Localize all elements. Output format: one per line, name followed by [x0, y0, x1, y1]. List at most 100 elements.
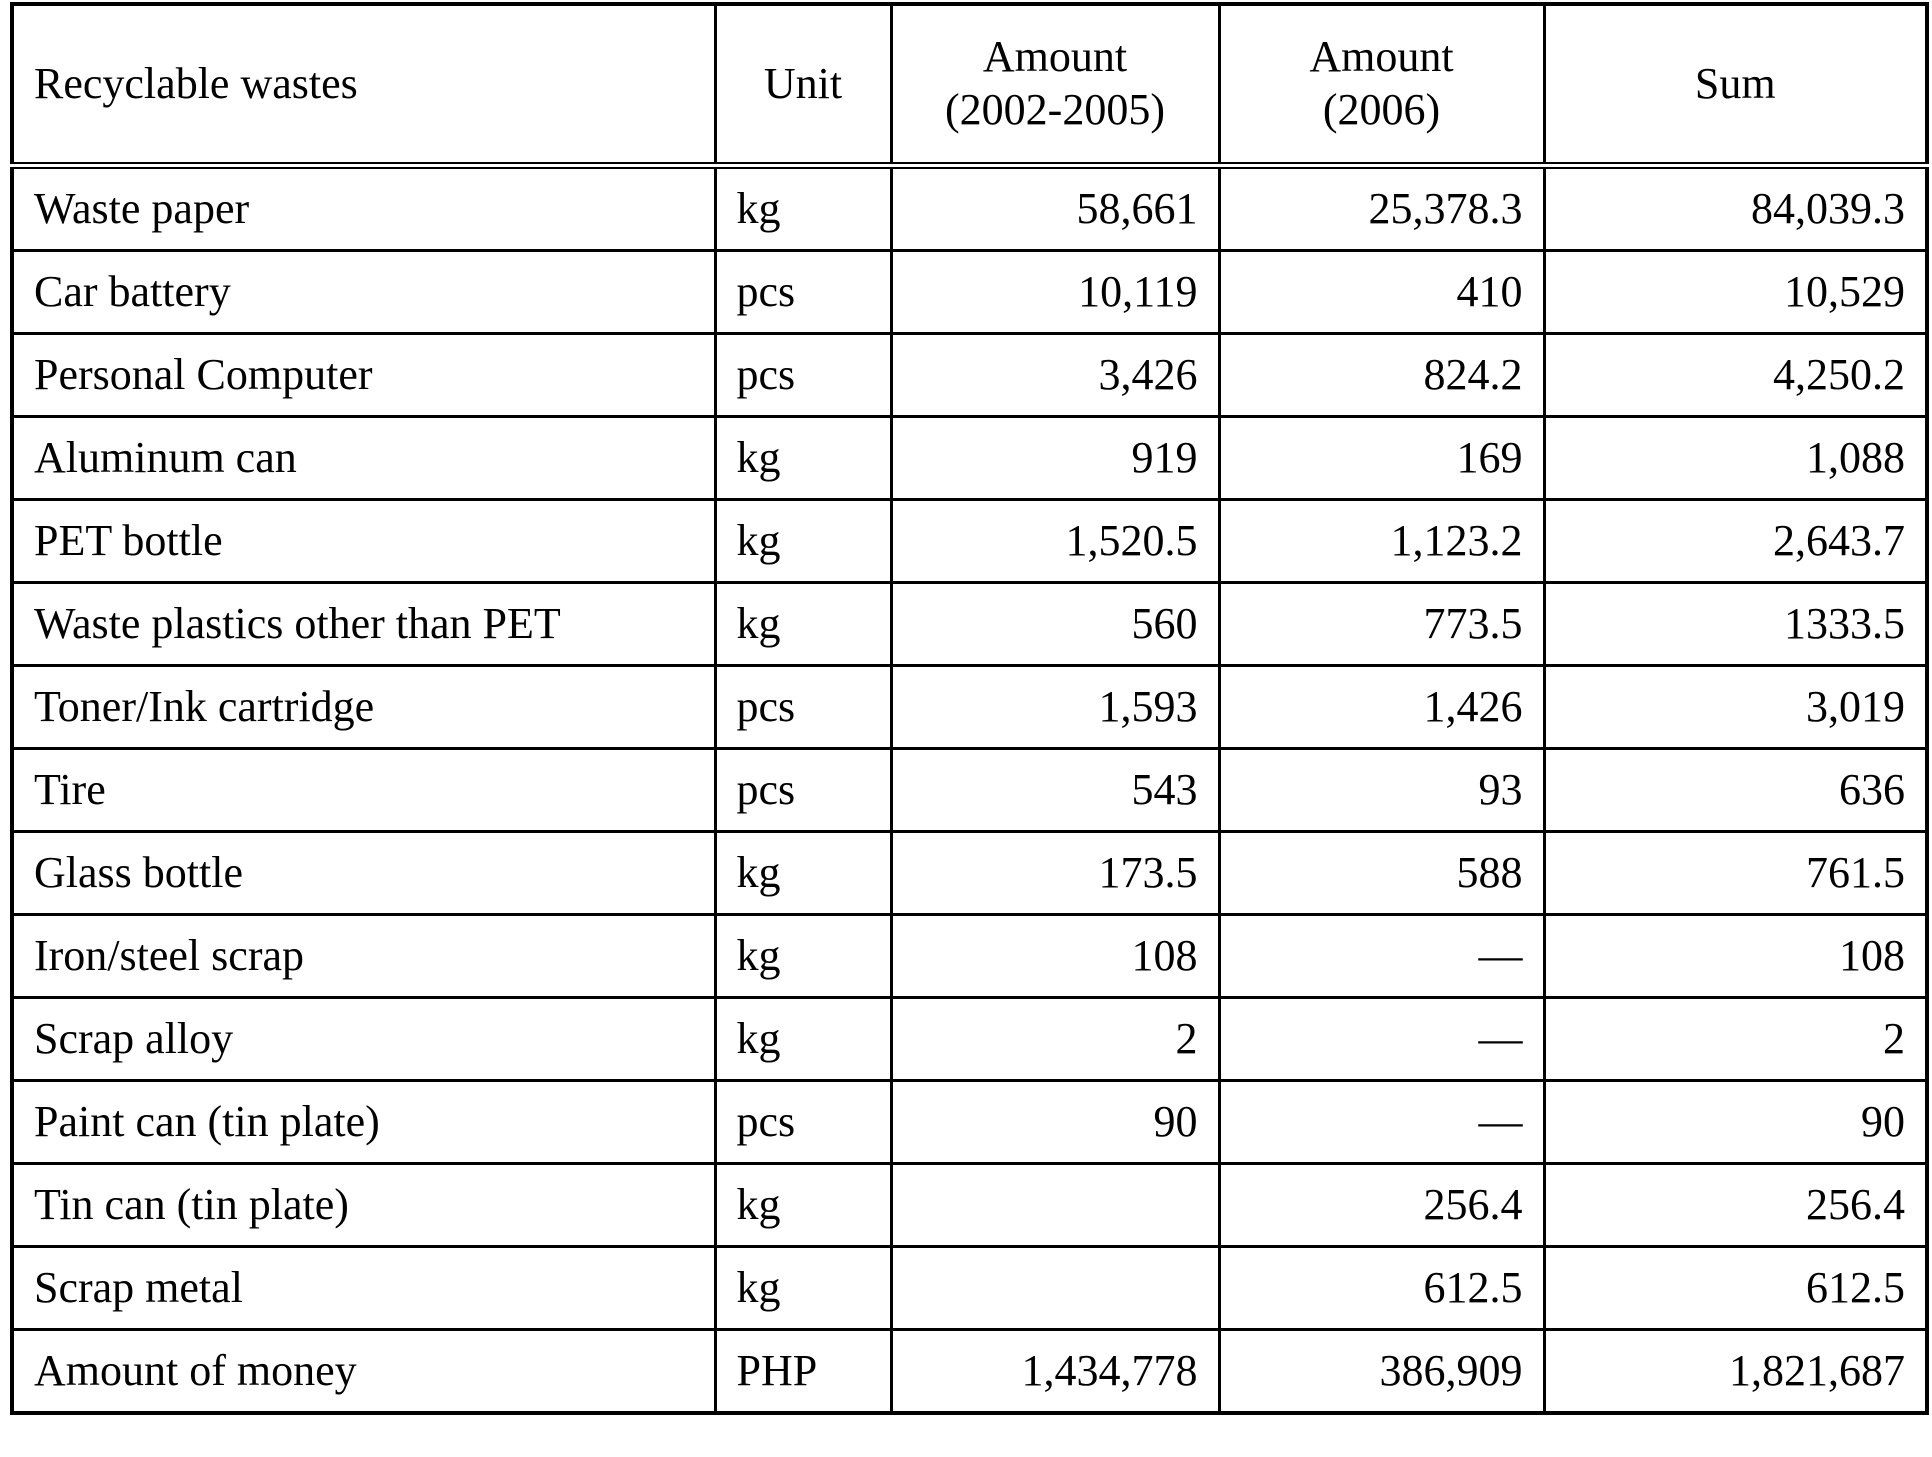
table-cell: Car battery	[10, 249, 717, 335]
data-table: Recyclable wastes Unit Amount (2002-2005) A…	[10, 2, 1929, 1415]
table-cell: 612.5	[1217, 1245, 1546, 1331]
table-cell: Toner/Ink cartridge	[10, 664, 717, 750]
table-cell: pcs	[713, 1079, 893, 1165]
table-cell: 1,593	[889, 664, 1221, 750]
table-row: Tin can (tin plate) kg 256.4 256.4	[10, 1162, 1929, 1248]
table-cell: 108	[1542, 913, 1929, 999]
table-cell: 824.2	[1217, 332, 1546, 418]
table-cell: 1,088	[1542, 415, 1929, 501]
table-cell: pcs	[713, 249, 893, 335]
table-cell: kg	[713, 164, 893, 252]
table-row: Waste plastics other than PET kg 560 773.5 1…	[10, 581, 1929, 667]
table-row: Aluminum can kg 919 169 1,088	[10, 415, 1929, 501]
table-cell: 588	[1217, 830, 1546, 916]
header-cell: Amount (2006)	[1217, 2, 1546, 167]
table-cell: kg	[713, 581, 893, 667]
table-cell: kg	[713, 415, 893, 501]
table-cell: Aluminum can	[10, 415, 717, 501]
table-cell: pcs	[713, 332, 893, 418]
table-cell: Amount of money	[10, 1328, 717, 1415]
table-cell: 84,039.3	[1542, 164, 1929, 252]
table-cell: pcs	[713, 747, 893, 833]
table-cell: 93	[1217, 747, 1546, 833]
table-cell: 919	[889, 415, 1221, 501]
table-cell	[889, 1162, 1221, 1248]
table-cell: 173.5	[889, 830, 1221, 916]
table-cell: 1333.5	[1542, 581, 1929, 667]
header-cell: Amount (2002-2005)	[889, 2, 1221, 167]
table-cell: 2	[889, 996, 1221, 1082]
table-cell: 3,426	[889, 332, 1221, 418]
table-row: Scrap alloy kg 2—2	[10, 996, 1929, 1082]
table-cell: 169	[1217, 415, 1546, 501]
table-cell: kg	[713, 1245, 893, 1331]
table-cell: 1,123.2	[1217, 498, 1546, 584]
table-cell: kg	[713, 996, 893, 1082]
table-cell: —	[1217, 1079, 1546, 1165]
table-cell: Personal Computer	[10, 332, 717, 418]
table-cell: 560	[889, 581, 1221, 667]
table-cell: kg	[713, 498, 893, 584]
table-cell: 90	[889, 1079, 1221, 1165]
table-cell: 773.5	[1217, 581, 1546, 667]
table-cell: Waste plastics other than PET	[10, 581, 717, 667]
table-row: Personal Computer pcs 3,426 824.2 4,250.2	[10, 332, 1929, 418]
table-row: Amount of money PHP 1,434,778 386,909 1,821,…	[10, 1328, 1929, 1415]
table-cell: 256.4	[1542, 1162, 1929, 1248]
table-cell: 90	[1542, 1079, 1929, 1165]
table-row: Scrap metal kg 612.5 612.5	[10, 1245, 1929, 1331]
table-cell: 386,909	[1217, 1328, 1546, 1415]
header-cell: Unit	[713, 2, 893, 167]
table-row: Iron/steel scrap kg 108—108	[10, 913, 1929, 999]
table-cell: kg	[713, 913, 893, 999]
table-cell: pcs	[713, 664, 893, 750]
table-container: Recyclable wastes Unit Amount (2002-2005) A…	[10, 2, 1929, 1415]
table-cell: 2	[1542, 996, 1929, 1082]
table-cell: PHP	[713, 1328, 893, 1415]
table-cell: kg	[713, 830, 893, 916]
table-row: Paint can (tin plate) pcs 90—90	[10, 1079, 1929, 1165]
table-cell: 761.5	[1542, 830, 1929, 916]
table-cell: 1,520.5	[889, 498, 1221, 584]
header-row: Recyclable wastes Unit Amount (2002-2005) A…	[10, 2, 1929, 167]
table-cell: 10,529	[1542, 249, 1929, 335]
table-cell: 4,250.2	[1542, 332, 1929, 418]
table-cell: Glass bottle	[10, 830, 717, 916]
table-cell: 58,661	[889, 164, 1221, 252]
table-header: Recyclable wastes Unit Amount (2002-2005) A…	[10, 2, 1929, 167]
table-cell: —	[1217, 996, 1546, 1082]
table-cell	[889, 1245, 1221, 1331]
table-cell: Tire	[10, 747, 717, 833]
table-cell: 1,821,687	[1542, 1328, 1929, 1415]
table-cell: 3,019	[1542, 664, 1929, 750]
table-cell: 108	[889, 913, 1221, 999]
table-row: Toner/Ink cartridge pcs 1,593 1,426 3,019	[10, 664, 1929, 750]
table-cell: Waste paper	[10, 164, 717, 252]
header-cell: Sum	[1542, 2, 1929, 167]
table-cell: PET bottle	[10, 498, 717, 584]
table-cell: 612.5	[1542, 1245, 1929, 1331]
table-row: Glass bottle kg 173.5 588 761.5	[10, 830, 1929, 916]
table-cell: Tin can (tin plate)	[10, 1162, 717, 1248]
table-cell: 1,426	[1217, 664, 1546, 750]
table-cell: 543	[889, 747, 1221, 833]
table-row: Car battery pcs 10,119 410 10,529	[10, 249, 1929, 335]
table-row: Waste paper kg 58,661 25,378.3 84,039.3	[10, 164, 1929, 252]
table-cell: 256.4	[1217, 1162, 1546, 1248]
table-cell: Paint can (tin plate)	[10, 1079, 717, 1165]
table-cell: Scrap metal	[10, 1245, 717, 1331]
table-cell: 2,643.7	[1542, 498, 1929, 584]
table-body: Waste paper kg 58,661 25,378.3 84,039.3 Car b…	[10, 164, 1929, 1415]
table-row: PET bottle kg 1,520.5 1,123.2 2,643.7	[10, 498, 1929, 584]
table-cell: 1,434,778	[889, 1328, 1221, 1415]
table-cell: —	[1217, 913, 1546, 999]
header-cell: Recyclable wastes	[10, 2, 717, 167]
table-cell: Iron/steel scrap	[10, 913, 717, 999]
table-cell: 10,119	[889, 249, 1221, 335]
table-cell: 636	[1542, 747, 1929, 833]
table-cell: 410	[1217, 249, 1546, 335]
table-cell: kg	[713, 1162, 893, 1248]
table-row: Tire pcs 543 93 636	[10, 747, 1929, 833]
table-cell: Scrap alloy	[10, 996, 717, 1082]
